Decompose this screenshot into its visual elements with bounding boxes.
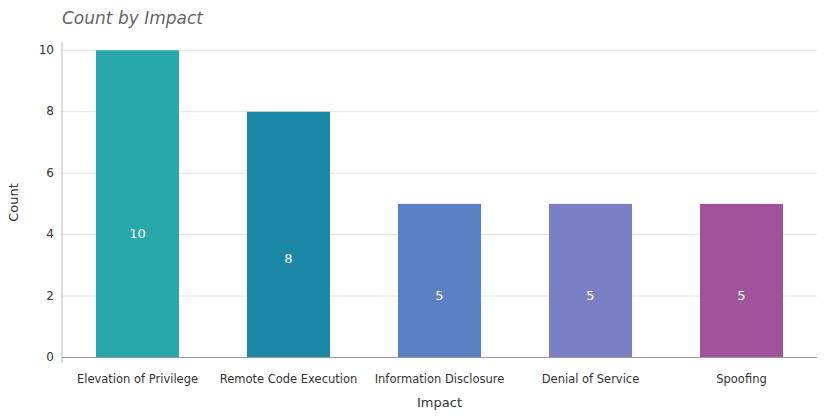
y-tick-label: 10 xyxy=(39,43,54,57)
data-label: 5 xyxy=(586,288,594,303)
x-axis-title: Impact xyxy=(417,395,462,410)
bar xyxy=(96,50,179,357)
y-axis-title: Count xyxy=(6,183,21,222)
bar xyxy=(247,112,330,358)
y-tick-label: 2 xyxy=(46,289,54,303)
x-tick-label: Spoofing xyxy=(716,372,767,386)
y-tick-label: 6 xyxy=(46,166,54,180)
grid-line xyxy=(62,357,817,358)
y-axis-line xyxy=(62,42,63,363)
data-label: 5 xyxy=(435,288,443,303)
x-tick-label: Remote Code Execution xyxy=(220,372,358,386)
bars xyxy=(96,50,783,357)
x-axis: Elevation of Privilege Remote Code Execut… xyxy=(77,372,767,386)
x-tick-label: Elevation of Privilege xyxy=(77,372,198,386)
data-label: 8 xyxy=(284,251,292,266)
bar xyxy=(700,204,783,358)
chart-svg: 0 2 4 6 8 10 10 8 5 5 5 Elevation of Privilege Remot… xyxy=(0,0,833,419)
data-label: 10 xyxy=(129,226,146,241)
page: {"chart_data": {"type": "bar", "title": … xyxy=(0,0,833,419)
baseline xyxy=(62,357,817,358)
y-tick-label: 4 xyxy=(46,227,54,241)
y-tick-label: 0 xyxy=(46,350,54,364)
bar xyxy=(398,204,481,358)
data-label: 5 xyxy=(737,288,745,303)
x-tick-label: Information Disclosure xyxy=(375,372,505,386)
chart-title: Count by Impact xyxy=(62,8,204,28)
chart-container: 0 2 4 6 8 10 10 8 5 5 5 Elevation of Privilege Remot… xyxy=(0,0,833,419)
y-tick-label: 8 xyxy=(46,104,54,118)
x-tick-label: Denial of Service xyxy=(542,372,640,386)
bar xyxy=(549,204,632,358)
grid xyxy=(62,50,817,357)
y-axis: 0 2 4 6 8 10 xyxy=(39,42,62,364)
data-labels: 10 8 5 5 5 xyxy=(129,226,745,302)
